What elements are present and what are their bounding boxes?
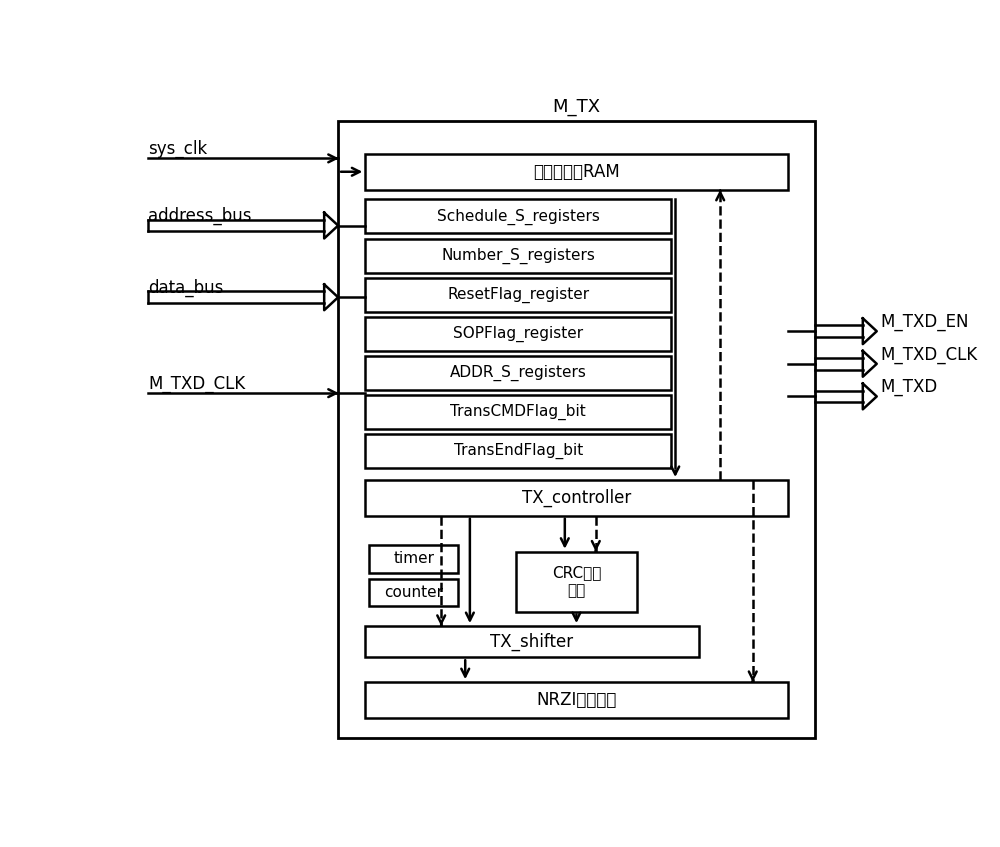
Text: Schedule_S_registers: Schedule_S_registers bbox=[437, 208, 600, 224]
Text: M_TX: M_TX bbox=[552, 98, 600, 116]
Text: M_TXD_CLK: M_TXD_CLK bbox=[148, 375, 246, 393]
Bar bbox=[365, 435, 671, 468]
Text: M_TXD: M_TXD bbox=[881, 379, 938, 396]
Text: data_bus: data_bus bbox=[148, 279, 224, 296]
Text: SOPFlag_register: SOPFlag_register bbox=[453, 326, 583, 342]
Bar bbox=[365, 154, 788, 190]
Text: counter: counter bbox=[384, 585, 443, 601]
Text: TX_controller: TX_controller bbox=[522, 489, 631, 507]
Text: ResetFlag_register: ResetFlag_register bbox=[447, 286, 589, 302]
Bar bbox=[365, 317, 671, 351]
Bar bbox=[365, 356, 671, 390]
Text: CRC校验
模块: CRC校验 模块 bbox=[552, 566, 601, 598]
Bar bbox=[369, 579, 458, 606]
Bar bbox=[365, 199, 671, 234]
Bar bbox=[516, 551, 637, 612]
Text: address_bus: address_bus bbox=[148, 207, 252, 225]
Text: TransCMDFlag_bit: TransCMDFlag_bit bbox=[450, 404, 586, 420]
Text: M_TXD_EN: M_TXD_EN bbox=[881, 313, 969, 331]
Bar bbox=[365, 395, 671, 429]
Bar bbox=[369, 545, 458, 573]
Text: sys_clk: sys_clk bbox=[148, 140, 208, 158]
Text: timer: timer bbox=[393, 551, 434, 567]
Text: Number_S_registers: Number_S_registers bbox=[441, 247, 595, 263]
Text: TX_shifter: TX_shifter bbox=[490, 633, 573, 650]
Bar bbox=[338, 121, 815, 738]
Bar bbox=[365, 626, 698, 657]
Text: TransEndFlag_bit: TransEndFlag_bit bbox=[454, 443, 583, 459]
Text: ADDR_S_registers: ADDR_S_registers bbox=[450, 365, 587, 381]
Text: 双口存储器RAM: 双口存储器RAM bbox=[533, 163, 620, 180]
Text: NRZI编码模块: NRZI编码模块 bbox=[536, 691, 617, 709]
Bar bbox=[365, 239, 671, 273]
Bar bbox=[365, 480, 788, 516]
Text: M_TXD_CLK: M_TXD_CLK bbox=[881, 346, 978, 363]
Bar bbox=[365, 682, 788, 718]
Bar bbox=[365, 278, 671, 312]
